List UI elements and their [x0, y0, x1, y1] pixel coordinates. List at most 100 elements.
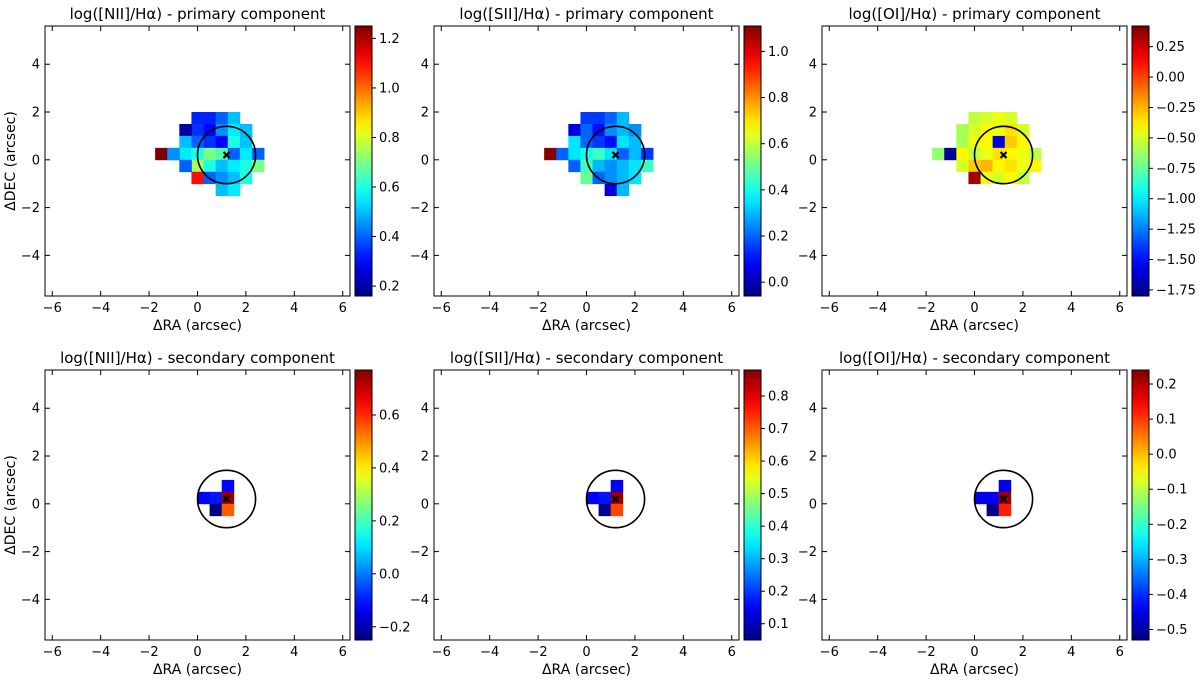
heatmap-pixel	[1004, 135, 1018, 149]
y-tick-label: 4	[32, 58, 40, 73]
y-tick-label: 0	[421, 497, 429, 512]
y-tick-label: 4	[809, 58, 817, 73]
x-tick-label: 4	[679, 301, 687, 316]
heatmap-pixel	[968, 123, 981, 137]
colorbar-tick-label: 0.0	[379, 567, 400, 582]
heatmap-pixel	[239, 171, 253, 185]
heatmap-pixels	[155, 112, 265, 197]
x-tick-label: 4	[679, 645, 687, 660]
heatmap-pixel	[239, 123, 253, 137]
x-tick-label: 6	[1116, 645, 1124, 660]
heatmap-pixel	[556, 147, 569, 161]
y-tick-label: −2	[21, 201, 40, 216]
heatmap-pixel	[215, 159, 229, 173]
colorbar-tick-label: 0.7	[768, 422, 789, 437]
y-tick-label: 4	[32, 402, 40, 417]
heatmap-pixel	[1004, 147, 1018, 161]
heatmap-pixel	[968, 171, 981, 185]
heatmap-pixel	[604, 171, 618, 185]
colorbar-tick-label: 0.5	[768, 487, 789, 502]
heatmap-pixel	[239, 159, 253, 173]
heatmap-pixel	[998, 503, 1012, 517]
heatmap-pixel	[1016, 123, 1030, 137]
heatmap-pixels	[932, 112, 1042, 185]
heatmap-pixel	[215, 183, 229, 197]
x-tick-label: 6	[728, 645, 736, 660]
heatmap-pixel	[1004, 112, 1018, 125]
y-tick-label: 0	[32, 497, 40, 512]
panel-1: log([NII]/Hα) - primary component −6 −4 −2 0…	[3, 5, 400, 334]
heatmap-pixel	[616, 159, 630, 173]
colorbar-tick-label: 1.2	[379, 32, 400, 47]
y-tick-label: −4	[410, 593, 429, 608]
y-axis-label: ΔDEC (arcsec)	[3, 455, 19, 555]
heatmap-pixels	[544, 112, 654, 197]
colorbar-tick-label: −0.2	[379, 620, 411, 635]
y-tick-label: −4	[21, 249, 40, 264]
y-tick-label: 0	[32, 153, 40, 168]
colorbar-gradient	[1131, 25, 1150, 297]
heatmap-pixel	[980, 112, 994, 125]
colorbar: −1.75 −1.50 −1.25 −1.00 −0.75 −0.50 −0.25 0.00 0…	[1131, 25, 1196, 298]
center-marker	[611, 151, 620, 159]
x-axis-label: ΔRA (arcsec)	[153, 318, 242, 334]
colorbar-tick-label: 0.2	[768, 585, 789, 600]
heatmap-pixel	[992, 135, 1006, 149]
heatmap-pixel	[191, 171, 204, 185]
x-tick-label: 0	[193, 301, 201, 316]
heatmap-pixel	[604, 183, 618, 197]
panel-2: log([SII]/Hα) - primary component −6 −4 −2 0…	[410, 5, 789, 334]
colorbar: 0.2 0.4 0.6 0.8 1.0 1.2	[354, 25, 400, 297]
y-tick-label: 2	[32, 450, 40, 465]
y-tick-label: −4	[798, 249, 817, 264]
x-tick-label: −6	[43, 645, 62, 660]
colorbar: 0.0 0.2 0.4 0.6 0.8 1.0	[743, 25, 789, 297]
heatmap-pixel	[209, 503, 223, 517]
heatmap-pixel	[586, 491, 600, 505]
aperture-circle	[973, 469, 1034, 529]
colorbar-tick-label: 0.2	[768, 230, 789, 245]
colorbar-tick-label: 1.0	[379, 81, 400, 96]
heatmap-pixel	[956, 123, 969, 137]
heatmap-pixel	[628, 147, 642, 161]
heatmap-pixel	[992, 112, 1006, 125]
panel-5: log([SII]/Hα) - secondary component −6 −4 −…	[410, 349, 789, 678]
colorbar-tick-label: 0.6	[379, 409, 400, 424]
colorbar-tick-label: −1.75	[1156, 283, 1196, 298]
x-tick-label: 6	[728, 301, 736, 316]
heatmap-pixel	[1016, 171, 1030, 185]
colorbar-tick-label: 0.6	[768, 455, 789, 470]
heatmap-pixel	[628, 159, 642, 173]
y-tick-label: −4	[21, 593, 40, 608]
colorbar-tick-label: −0.75	[1156, 162, 1196, 177]
x-axis-label: ΔRA (arcsec)	[930, 318, 1019, 334]
y-tick-label: −2	[798, 201, 817, 216]
colorbar: −0.5 −0.4 −0.3 −0.2 −0.1 0.0 0.1 0.2	[1131, 369, 1188, 641]
colorbar-tick-label: 0.4	[768, 183, 789, 198]
colorbar-tick-label: 0.25	[1156, 40, 1185, 55]
y-axis-label: ΔDEC (arcsec)	[3, 111, 19, 211]
y-tick-label: −4	[410, 249, 429, 264]
colorbar-tick-label: −0.4	[1156, 588, 1188, 603]
colorbar-tick-label: 0.4	[379, 461, 400, 476]
x-tick-label: −6	[432, 301, 451, 316]
y-tick-label: 2	[809, 450, 817, 465]
x-tick-label: 0	[582, 301, 590, 316]
x-tick-label: 6	[339, 645, 347, 660]
panel-4: log([NII]/Hα) - secondary component −6 −4 −…	[3, 349, 411, 678]
heatmap-pixel	[616, 112, 630, 125]
x-tick-label: −4	[480, 645, 499, 660]
colorbar-tick-label: 0.4	[768, 520, 789, 535]
x-axis-label: ΔRA (arcsec)	[153, 662, 242, 678]
x-tick-label: 4	[1067, 645, 1075, 660]
y-tick-label: −2	[21, 545, 40, 560]
y-tick-label: 0	[809, 497, 817, 512]
heatmap-pixel	[1016, 159, 1030, 173]
heatmap-pixel	[215, 112, 229, 125]
heatmap-pixel	[580, 135, 593, 149]
heatmap-pixel	[980, 159, 994, 173]
heatmap-pixel	[251, 147, 265, 161]
colorbar-gradient	[354, 369, 373, 641]
colorbar-tick-label: 1.0	[768, 45, 789, 60]
